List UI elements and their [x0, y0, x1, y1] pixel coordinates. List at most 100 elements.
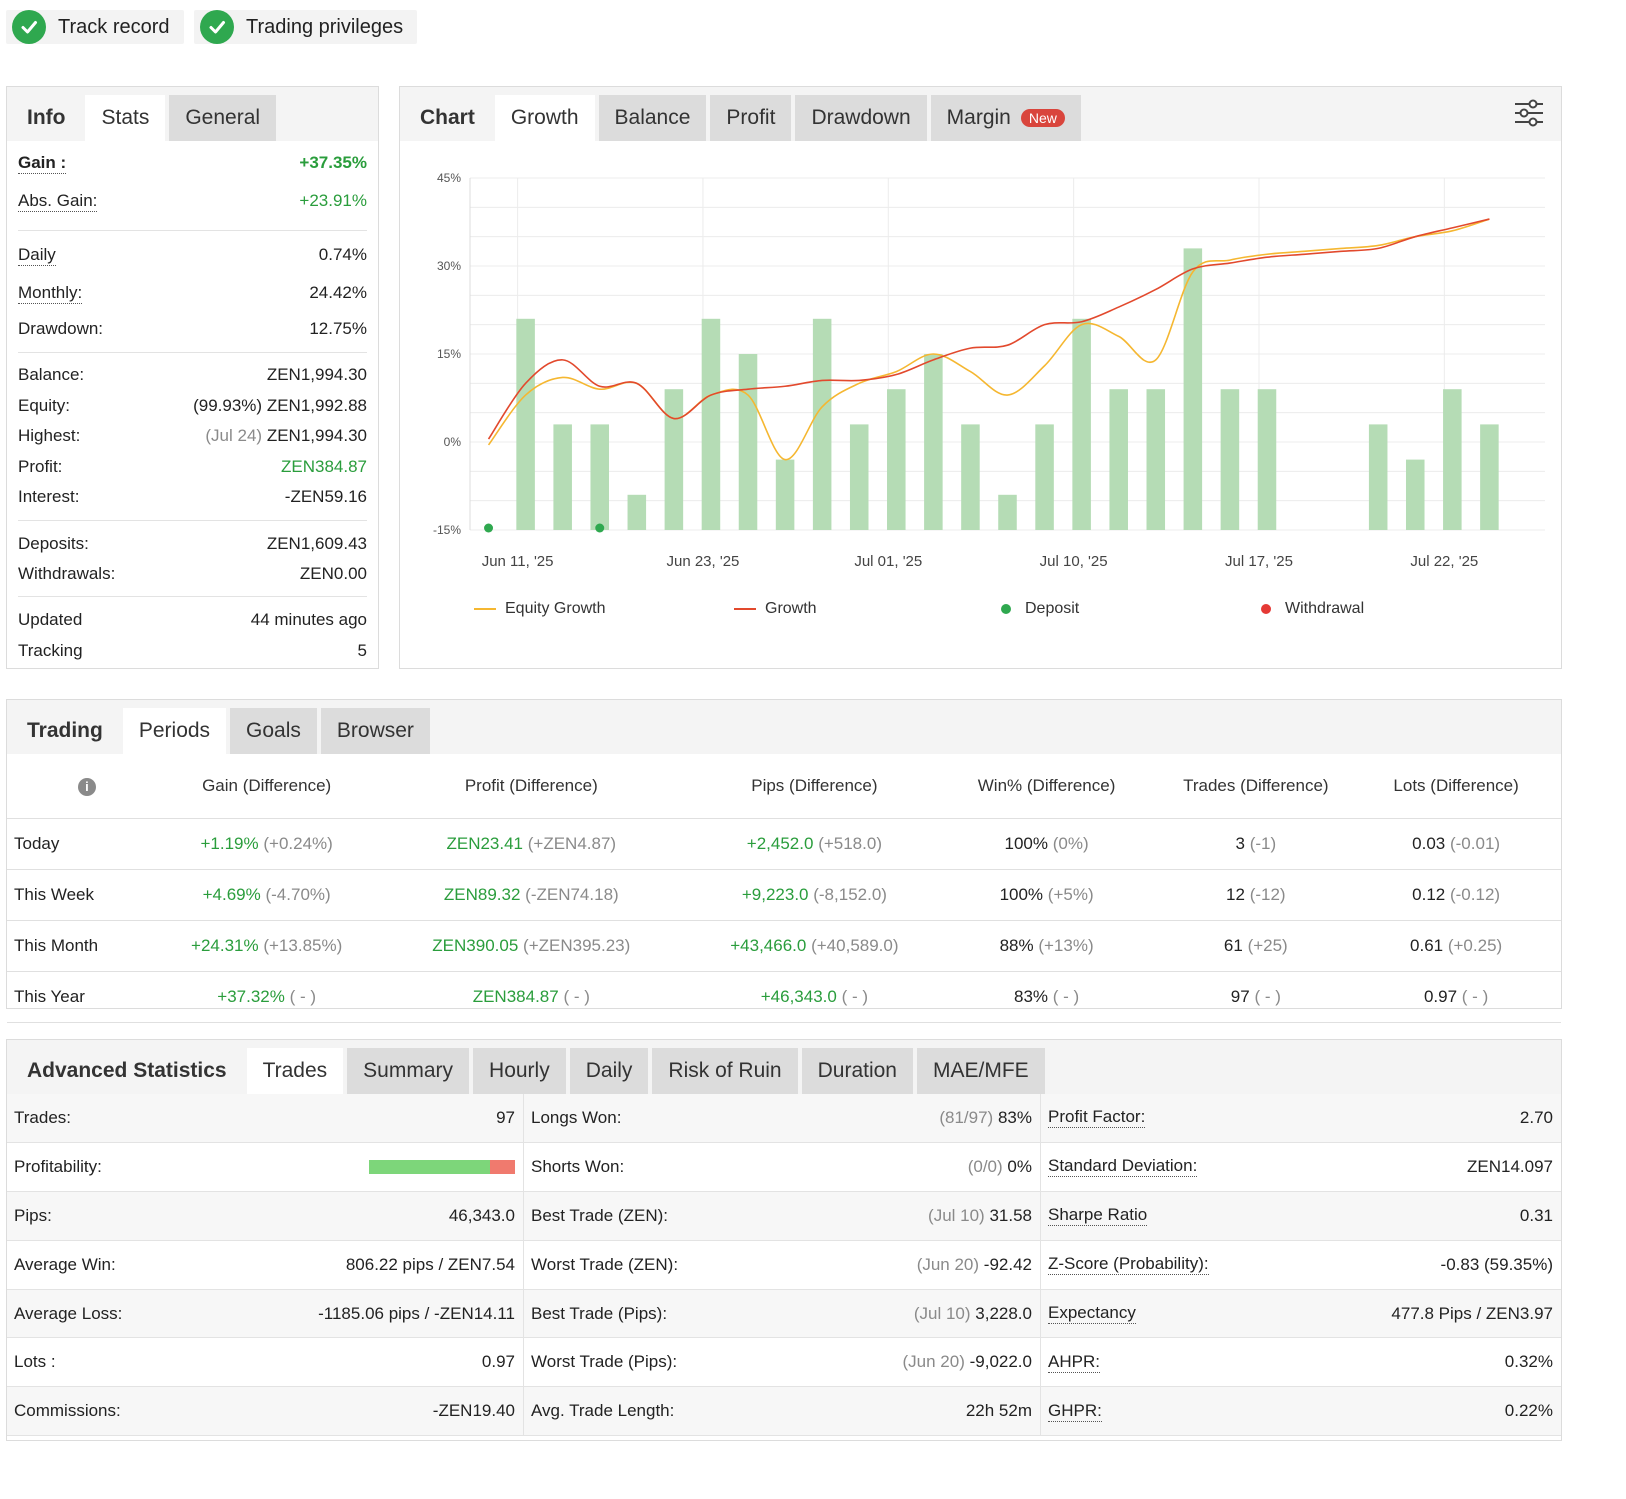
cell-value: +37.32% [217, 987, 285, 1006]
growth-chart: 45% 30% 15% 0% -15% Jun 11, '25 Jun 23, '25 Jul… [433, 171, 1545, 570]
tracking-row: Tracking 5 [18, 641, 367, 661]
tab-info[interactable]: Info [27, 106, 66, 129]
highest-note: (Jul 24) [205, 426, 263, 445]
stat-value: 83% [997, 1107, 1032, 1127]
stat-label: Trades: [14, 1107, 72, 1127]
bar [1220, 389, 1240, 530]
tab-trades[interactable]: Trades [246, 1048, 344, 1094]
cell-difference: ( - ) [1254, 987, 1281, 1006]
stat-value-wrap: 477.8 Pips / ZEN3.97 [1391, 1304, 1553, 1324]
stat-value-wrap: 22h 52m [966, 1401, 1032, 1421]
tab-balance[interactable]: Balance [598, 95, 707, 141]
period-cell: 0.97 ( - ) [1351, 971, 1561, 1023]
divider [18, 520, 367, 521]
gain-row: Gain : +37.35% [18, 153, 367, 174]
stat-value-wrap: (Jun 20) -92.42 [917, 1255, 1032, 1275]
stat-value-wrap: (Jul 10) 3,228.0 [914, 1304, 1032, 1324]
cell-difference: (0%) [1052, 834, 1089, 853]
header-lots: Lots (Difference) [1351, 754, 1561, 819]
tab-risk-of-ruin[interactable]: Risk of Ruin [652, 1048, 798, 1094]
stat-row: Trades: 97 [7, 1094, 523, 1143]
stat-row: GHPR: 0.22% [1041, 1387, 1561, 1437]
drawdown-value: 12.75% [309, 319, 367, 338]
legend-growth[interactable]: Growth [734, 600, 817, 618]
abs-gain-value: +23.91% [299, 191, 367, 210]
sliders-icon[interactable] [1513, 97, 1545, 129]
tab-duration[interactable]: Duration [801, 1048, 913, 1094]
track-record-badge[interactable]: Track record [6, 10, 184, 44]
stat-value-wrap: 806.22 pips / ZEN7.54 [346, 1255, 515, 1275]
table-row: This Week +4.69% (-4.70%) ZEN89.32 (-ZEN74… [7, 869, 1561, 921]
stat-value-wrap: (81/97) 83% [939, 1108, 1032, 1128]
info-icon[interactable]: i [77, 777, 96, 796]
tab-growth[interactable]: Growth [494, 95, 595, 141]
deposit-marker [595, 523, 605, 533]
cell-difference: ( - ) [841, 987, 869, 1006]
period-cell: 97 ( - ) [1160, 971, 1352, 1023]
cell-value: 12 [1226, 885, 1245, 904]
period-cell: +2,452.0 (+518.0) [696, 818, 933, 870]
period-cell: +9,223.0 (-8,152.0) [696, 869, 933, 921]
stat-value: 2.70 [1519, 1107, 1553, 1127]
stat-value: 0.32% [1504, 1352, 1553, 1372]
tab-profit[interactable]: Profit [710, 95, 792, 141]
bar [553, 424, 572, 530]
tab-periods[interactable]: Periods [122, 708, 227, 754]
trading-privileges-badge[interactable]: Trading privileges [194, 10, 418, 44]
stat-label: Best Trade (ZEN): [531, 1205, 668, 1225]
period-label: Today [7, 818, 167, 870]
tab-chart[interactable]: Chart [420, 106, 475, 129]
cell-value: 3 [1235, 834, 1245, 853]
stat-value-wrap: 0.97 [482, 1352, 515, 1372]
equity-note: (99.93%) [193, 396, 263, 415]
updated-value: 44 minutes ago [250, 610, 367, 629]
tab-stats[interactable]: Stats [85, 95, 166, 141]
cell-value: 97 [1230, 987, 1250, 1006]
legend-equity-growth[interactable]: Equity Growth [474, 600, 605, 618]
stat-value: 0.22% [1504, 1401, 1553, 1421]
x-tick-label: Jul 01, '25 [854, 553, 922, 570]
period-cell: +37.32% ( - ) [166, 971, 367, 1023]
stat-note: (Jul 10) [913, 1303, 971, 1323]
stat-value: -0.83 (59.35%) [1440, 1254, 1553, 1274]
stat-value-wrap: -0.83 (59.35%) [1441, 1255, 1553, 1275]
stat-value-wrap: -1185.06 pips / -ZEN14.11 [318, 1304, 515, 1324]
tab-general[interactable]: General [169, 95, 277, 141]
tab-goals[interactable]: Goals [230, 708, 317, 754]
abs-gain-row: Abs. Gain: +23.91% [18, 191, 367, 212]
cell-difference: ( - ) [563, 987, 590, 1006]
tab-drawdown[interactable]: Drawdown [795, 95, 927, 141]
monthly-label: Monthly: [18, 283, 83, 304]
bar [775, 459, 795, 530]
stat-value-wrap: 0.31 [1520, 1206, 1553, 1226]
stat-label: Profitability: [14, 1156, 102, 1176]
highest-value: ZEN1,994.30 [266, 426, 367, 445]
period-cell: 3 (-1) [1160, 818, 1352, 870]
highest-label: Highest: [18, 426, 81, 445]
cell-value: ZEN384.87 [472, 987, 559, 1006]
tab-advanced-statistics[interactable]: Advanced Statistics [27, 1059, 227, 1082]
equity-growth-line [487, 218, 1490, 461]
bar [961, 424, 980, 530]
tab-margin-label: Margin [946, 106, 1011, 129]
advanced-stats-grid: Trades: 97 Profitability: Pips: 46,343.0 Aver… [7, 1094, 1561, 1437]
tab-hourly[interactable]: Hourly [473, 1048, 566, 1094]
tab-trading[interactable]: Trading [27, 719, 103, 742]
bar [1480, 424, 1499, 530]
cell-value: 0.12 [1412, 885, 1446, 904]
stat-label: Best Trade (Pips): [531, 1303, 668, 1323]
tab-browser[interactable]: Browser [320, 708, 430, 754]
tab-margin[interactable]: Margin New [930, 95, 1081, 141]
highest-row: Highest: (Jul 24) ZEN1,994.30 [18, 426, 367, 446]
tab-summary[interactable]: Summary [347, 1048, 470, 1094]
tab-mae-mfe[interactable]: MAE/MFE [917, 1048, 1045, 1094]
drawdown-row: Drawdown: 12.75% [18, 319, 367, 339]
tab-daily[interactable]: Daily [569, 1048, 649, 1094]
x-tick-label: Jun 23, '25 [666, 553, 739, 570]
legend-label: Growth [765, 600, 817, 617]
stat-row: Commissions: -ZEN19.40 [7, 1387, 523, 1437]
stat-row: Shorts Won: (0/0) 0% [524, 1143, 1040, 1192]
legend-withdrawal[interactable]: Withdrawal [1261, 600, 1364, 618]
info-tabbar: Info Stats General [7, 87, 378, 141]
legend-deposit[interactable]: Deposit [1001, 600, 1079, 618]
